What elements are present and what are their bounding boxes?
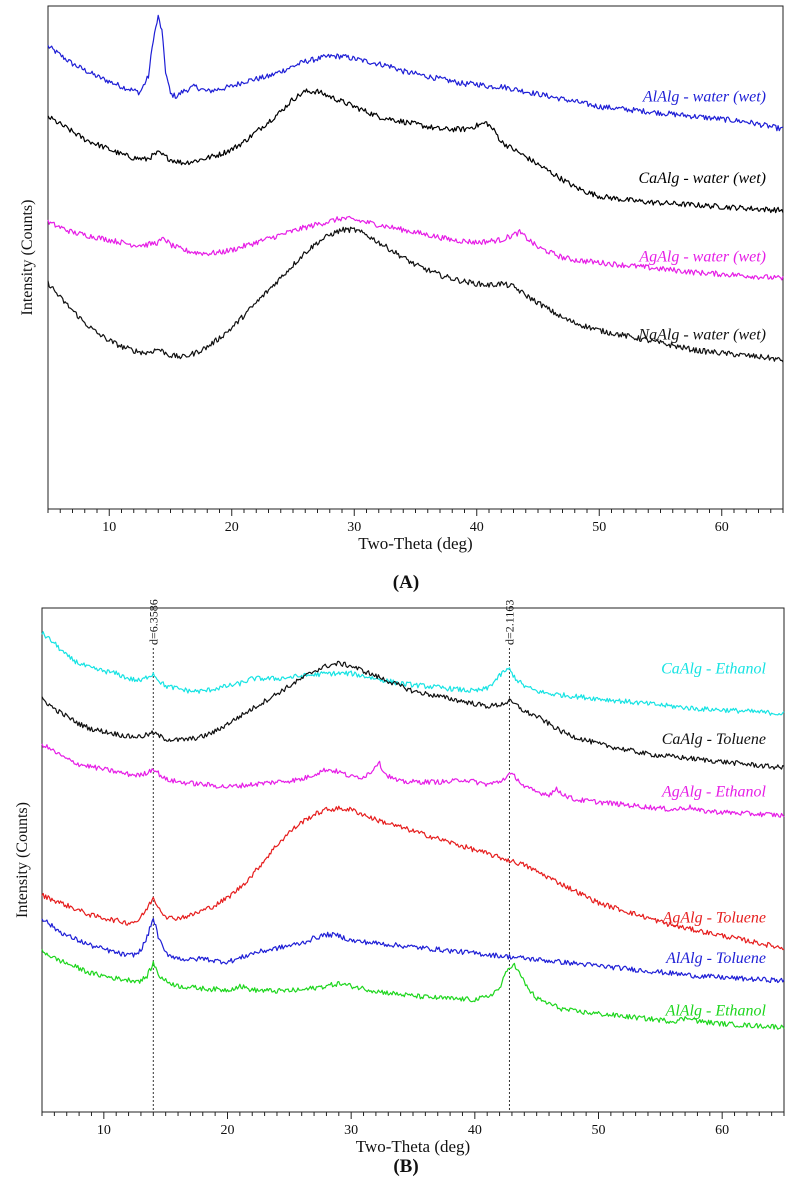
series-line-caalg-ethanol — [41, 631, 785, 716]
x-tick-label-40: 40 — [468, 1123, 482, 1138]
series-label-alalg-water-wet: AlAlg - water (wet) — [642, 89, 766, 106]
series-label-caalg-ethanol: CaAlg - Ethanol — [661, 660, 766, 677]
reference-line-label-2: d=2.1163 — [502, 600, 516, 645]
panel-b-caption: (B) — [393, 1156, 418, 1177]
panel-a-y-axis-label: Intensity (Counts) — [19, 200, 36, 316]
series-line-alalg-water-wet — [47, 14, 784, 132]
panel-a-x-ticks: 10 20 30 40 50 60 — [47, 509, 784, 535]
x-tick-label-20: 20 — [221, 1123, 235, 1138]
panel-a-series — [47, 14, 784, 363]
panel-b-x-ticks: 10 20 30 40 50 60 — [41, 1112, 785, 1138]
series-line-agalg-water-wet — [47, 215, 784, 281]
panel-b-x-axis-label: Two-Theta (deg) — [356, 1137, 470, 1156]
x-tick-label-10: 10 — [97, 1123, 111, 1138]
series-line-caalg-water-wet — [47, 88, 784, 214]
series-label-alalg-toluene: AlAlg - Toluene — [665, 950, 766, 967]
x-tick-label-50: 50 — [592, 520, 606, 535]
panel-a-frame — [47, 5, 784, 510]
series-label-agalg-toluene: AgAlg - Toluene — [662, 910, 766, 927]
series-line-alalg-toluene — [41, 917, 785, 984]
series-label-caalg-water-wet: CaAlg - water (wet) — [638, 170, 766, 187]
x-tick-label-40: 40 — [470, 520, 484, 535]
series-line-alalg-ethanol — [41, 949, 785, 1030]
panel-b-reference-lines: d=6.3586 d=2.1163 — [146, 599, 516, 1112]
x-tick-label-60: 60 — [715, 1123, 729, 1138]
reference-line-label-1: d=6.3586 — [146, 599, 160, 645]
x-tick-label-30: 30 — [347, 520, 361, 535]
series-label-agalg-ethanol: AgAlg - Ethanol — [661, 784, 767, 801]
x-tick-label-50: 50 — [592, 1123, 606, 1138]
panel-a: AlAlg - water (wet) CaAlg - water (wet) Ag… — [19, 5, 784, 593]
x-tick-label-20: 20 — [225, 520, 239, 535]
panel-a-series-labels: AlAlg - water (wet) CaAlg - water (wet) Ag… — [637, 89, 766, 344]
x-tick-label-30: 30 — [344, 1123, 358, 1138]
series-label-alalg-ethanol: AlAlg - Ethanol — [665, 1002, 767, 1019]
series-label-naalg-water-wet: NaAlg - water (wet) — [637, 327, 766, 344]
series-line-naalg-water-wet — [47, 226, 784, 363]
panel-b-series — [41, 631, 785, 1030]
panel-b-series-labels: CaAlg - Ethanol CaAlg - Toluene AgAlg - Et… — [661, 660, 767, 1019]
series-line-agalg-toluene — [41, 805, 785, 951]
series-label-agalg-water-wet: AgAlg - water (wet) — [638, 249, 766, 266]
x-tick-label-60: 60 — [715, 520, 729, 535]
series-line-caalg-toluene — [41, 660, 785, 770]
series-label-caalg-toluene: CaAlg - Toluene — [662, 731, 766, 748]
panel-a-caption: (A) — [393, 572, 419, 593]
x-tick-label-10: 10 — [102, 520, 116, 535]
panel-a-x-axis-label: Two-Theta (deg) — [358, 534, 472, 553]
panel-b-y-axis-label: Intensity (Counts) — [14, 802, 31, 918]
series-line-agalg-ethanol — [41, 743, 785, 818]
